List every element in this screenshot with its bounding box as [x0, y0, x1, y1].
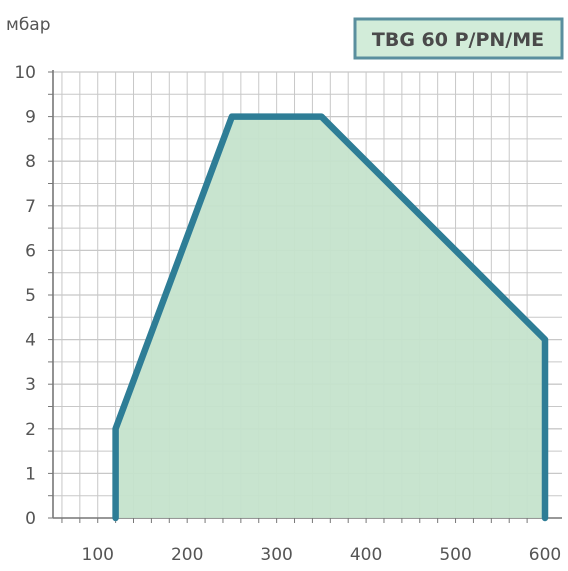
- series-area: [112, 113, 549, 522]
- y-tick-label: 5: [25, 286, 36, 306]
- y-tick-label: 6: [25, 241, 36, 261]
- y-tick-label: 0: [25, 509, 36, 529]
- x-tick-label: 200: [171, 545, 203, 565]
- y-tick-label: 9: [25, 108, 36, 128]
- y-tick-label: 2: [25, 420, 36, 440]
- x-tick-labels: 100 200 300 400 500 600: [82, 545, 562, 565]
- y-tick-label: 1: [25, 464, 36, 484]
- series-line: [112, 113, 549, 522]
- x-tick-label: 500: [439, 545, 471, 565]
- y-axis-label: мбар: [6, 15, 51, 35]
- series-fill: [115, 116, 545, 518]
- x-tick-label: 300: [260, 545, 292, 565]
- y-tick-label: 8: [25, 152, 36, 172]
- x-tick-label: 100: [82, 545, 114, 565]
- y-tick-label: 3: [25, 375, 36, 395]
- legend-label: TBG 60 P/PN/ME: [372, 29, 544, 51]
- y-tick-label: 4: [25, 331, 36, 351]
- y-tick-label: 7: [25, 197, 36, 217]
- legend: TBG 60 P/PN/ME: [353, 17, 564, 60]
- x-tick-label: 400: [350, 545, 382, 565]
- x-tick-label: 600: [529, 545, 561, 565]
- legend-box: [353, 17, 564, 60]
- y-tick-label: 10: [14, 63, 36, 83]
- y-tick-labels: 0 1 2 3 4 5 6 7 8 9 10: [14, 63, 36, 529]
